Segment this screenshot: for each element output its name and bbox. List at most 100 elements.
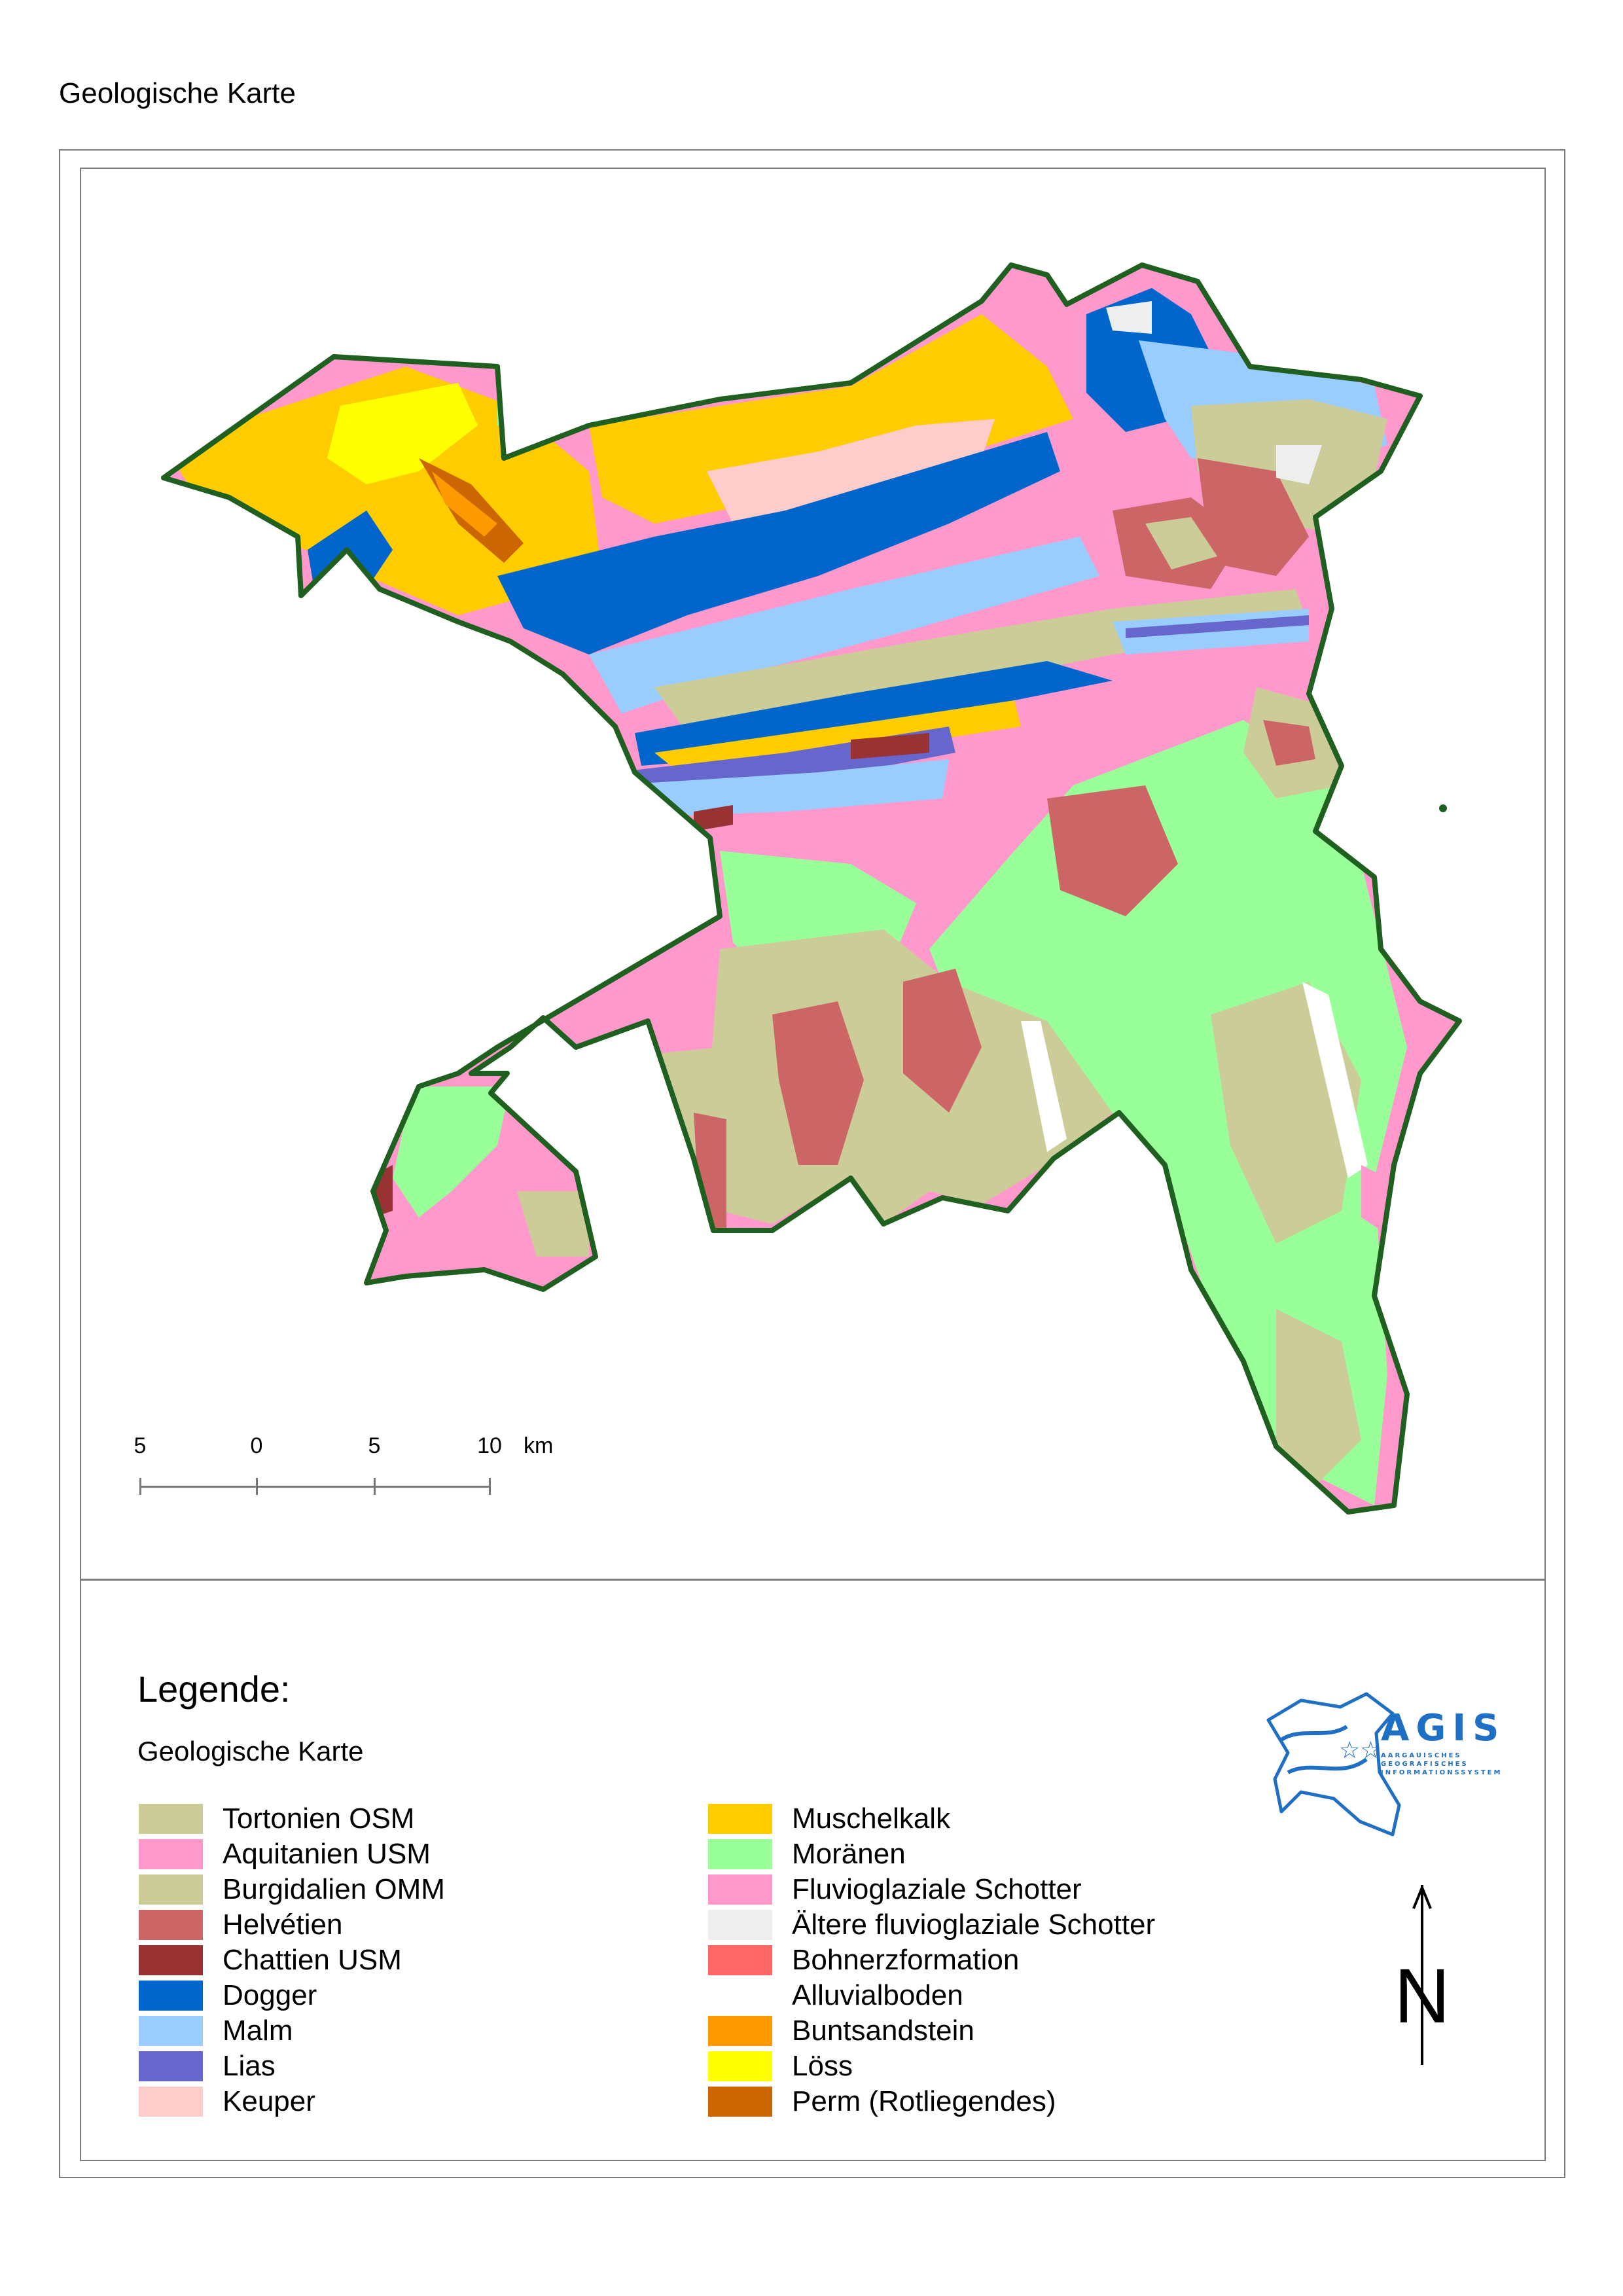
legend-item: Malm: [139, 2013, 445, 2049]
legend-item: Burgidalien OMM: [139, 1872, 445, 1907]
agis-logo[interactable]: ☆☆ AGIS AARGAUISCHES GEOGRAFISCHES INFOR…: [1262, 1681, 1510, 1844]
unit-aeltere-ne2: [1276, 445, 1322, 484]
unit-loess-west: [327, 383, 478, 484]
unit-helvetien-south1: [772, 1001, 864, 1165]
legend-item: Chattien USM: [139, 1943, 445, 1978]
legend-swatch: [139, 1839, 203, 1869]
scale-label-2: 5: [368, 1433, 381, 1458]
geological-map[interactable]: [0, 0, 1623, 1584]
unit-helvetien-center: [1047, 785, 1178, 916]
canton-outline: [161, 262, 1462, 1515]
scale-line: [140, 1486, 491, 1488]
legend-swatch: [708, 1981, 772, 2011]
unit-chattien-north: [851, 733, 929, 759]
legend-swatch: [139, 1981, 203, 2011]
legend-item: Aquitanien USM: [139, 1837, 445, 1872]
legend-label: Aquitanien USM: [223, 1838, 431, 1870]
legend-swatch: [139, 1874, 203, 1905]
legend-label: Helvétien: [223, 1909, 343, 1941]
scale-tick: [374, 1478, 376, 1495]
logo-subtitle-line: AARGAUISCHES: [1381, 1752, 1462, 1759]
legend-swatch: [708, 1804, 772, 1834]
scale-label-3: 10: [477, 1433, 502, 1458]
legend-label: Moränen: [792, 1838, 906, 1870]
logo-subtitle: AARGAUISCHES GEOGRAFISCHES INFORMATIONSS…: [1381, 1751, 1502, 1777]
unit-chattien-nw: [694, 805, 733, 831]
unit-helvetien-e2: [1263, 720, 1315, 766]
legend-swatch: [139, 2016, 203, 2046]
legend-swatch: [708, 1945, 772, 1975]
legend-label: Tortonien OSM: [223, 1803, 415, 1835]
map-legend-divider: [80, 1579, 1546, 1581]
inner-frame: [80, 168, 1546, 2161]
legend-label: Löss: [792, 2050, 853, 2082]
legend-column-right: Muschelkalk Moränen Fluvioglaziale Schot…: [708, 1801, 1155, 2119]
scale-tick: [256, 1478, 258, 1495]
unit-lias-east: [1126, 615, 1309, 638]
legend-item: Ältere fluvioglaziale Schotter: [708, 1907, 1155, 1943]
unit-malm-band1: [589, 537, 1099, 713]
logo-subtitle-line: GEOGRAFISCHES: [1381, 1761, 1469, 1768]
unit-tortonien-ne2: [1145, 517, 1217, 569]
legend-label: Dogger: [223, 1979, 317, 2011]
unit-aeltere-ne: [1106, 301, 1152, 334]
legend-swatch: [139, 1910, 203, 1940]
legend-label: Fluvioglaziale Schotter: [792, 1873, 1082, 1905]
legend-item: Fluvioglaziale Schotter: [708, 1872, 1155, 1907]
page-title: Geologische Karte: [59, 77, 296, 109]
north-arrow-label: N: [1394, 1953, 1450, 2039]
svg-text:☆☆: ☆☆: [1339, 1737, 1382, 1764]
canton-silhouette-icon: ☆☆: [1266, 1692, 1401, 1837]
unit-keuper-north: [707, 419, 995, 524]
legend-swatch: [708, 2016, 772, 2046]
outer-frame: [59, 149, 1565, 2178]
legend-heading: Legende:: [137, 1668, 291, 1710]
unit-dogger-band1: [497, 432, 1060, 655]
legend-item: Muschelkalk: [708, 1801, 1155, 1837]
scalebar: 5 0 5 10 km: [131, 1433, 589, 1505]
enclave-dot: [1439, 804, 1447, 812]
legend-swatch: [708, 1874, 772, 1905]
scale-label-1: 0: [250, 1433, 263, 1458]
legend-item: Bohnerzformation: [708, 1943, 1155, 1978]
legend-item: Tortonien OSM: [139, 1801, 445, 1837]
legend-label: Burgidalien OMM: [223, 1873, 445, 1905]
legend-swatch: [708, 1910, 772, 1940]
unit-fluvio-strip: [1361, 1165, 1387, 1230]
legend-label: Muschelkalk: [792, 1803, 951, 1835]
legend-column-left: Tortonien OSM Aquitanien USM Burgidalien…: [139, 1801, 445, 2119]
legend-swatch: [139, 1804, 203, 1834]
legend-swatch: [139, 1945, 203, 1975]
unit-helvetien-sw: [622, 1073, 668, 1152]
unit-moraenen-east: [929, 720, 1407, 1505]
scale-label-0: 5: [134, 1433, 147, 1458]
scale-unit: km: [524, 1433, 554, 1458]
legend-swatch: [139, 2087, 203, 2117]
legend-label: Malm: [223, 2015, 293, 2047]
legend-item: Buntsandstein: [708, 2013, 1155, 2049]
unit-malm-band2: [609, 759, 949, 818]
legend-item: Dogger: [139, 1978, 445, 2013]
legend-item: Perm (Rotliegendes): [708, 2084, 1155, 2119]
legend-label: Alluvialboden: [792, 1979, 963, 2011]
unit-tortonien-se: [1276, 1309, 1361, 1492]
map-layers: [164, 265, 1459, 1512]
legend-label: Chattien USM: [223, 1944, 402, 1976]
scale-tick: [489, 1478, 491, 1495]
legend-label: Perm (Rotliegendes): [792, 2085, 1056, 2117]
legend-item: Helvétien: [139, 1907, 445, 1943]
legend-item: Löss: [708, 2049, 1155, 2084]
unit-helvetien-south2: [903, 969, 982, 1113]
logo-subtitle-line: INFORMATIONSSYSTEM: [1381, 1769, 1503, 1776]
legend-subtitle: Geologische Karte: [137, 1736, 364, 1767]
unit-buntsandstein: [432, 471, 497, 537]
unit-alluvial-strip2: [1021, 1021, 1067, 1152]
unit-alluvial-strip1: [1302, 982, 1368, 1178]
scale-tick: [139, 1478, 141, 1495]
legend-label: Lias: [223, 2050, 276, 2082]
legend-item: Lias: [139, 2049, 445, 2084]
legend-label: Bohnerzformation: [792, 1944, 1020, 1976]
legend-swatch: [708, 2087, 772, 2117]
legend-label: Ältere fluvioglaziale Schotter: [792, 1909, 1156, 1941]
north-arrow-icon: N: [1394, 1885, 1450, 2065]
